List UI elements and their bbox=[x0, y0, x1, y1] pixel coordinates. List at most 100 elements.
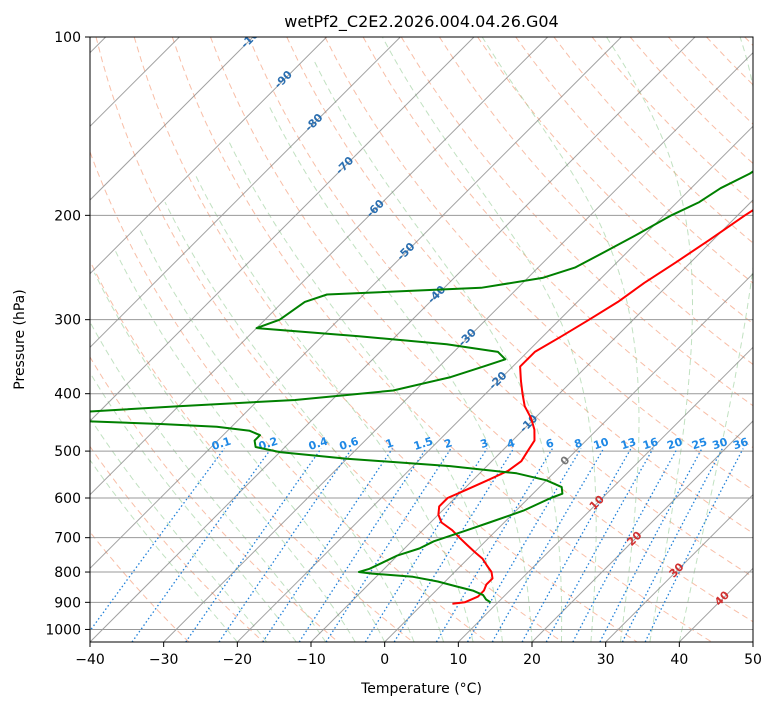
y-tick-label: 200 bbox=[54, 208, 81, 224]
x-tick-label: 10 bbox=[449, 652, 467, 668]
moist-adiabat-line bbox=[314, 61, 563, 642]
sounding-series bbox=[90, 170, 753, 605]
chart-title: wetPf2_C2E2.2026.004.04.26.G04 bbox=[284, 12, 558, 32]
moist-adiabat-line bbox=[90, 459, 238, 642]
moist-adiabat-line bbox=[267, 104, 533, 642]
isotherm-line bbox=[90, 37, 401, 349]
mixing-ratio-label: 16 bbox=[641, 435, 660, 452]
mixing-ratio-label: 0.6 bbox=[338, 434, 361, 452]
mixing-ratio-lines bbox=[90, 448, 744, 642]
mixing-ratio-label: 36 bbox=[731, 435, 750, 452]
moist-adiabat-line bbox=[138, 227, 415, 642]
y-tick-label: 600 bbox=[54, 491, 81, 507]
mixing-ratio-label: 13 bbox=[619, 435, 638, 452]
mixing-ratio-label: 4 bbox=[505, 436, 517, 451]
mixing-ratio-line bbox=[466, 448, 582, 642]
moist-adiabat-line bbox=[481, 37, 640, 642]
dry-adiabat-line bbox=[706, 37, 753, 86]
x-tick-label: −30 bbox=[149, 652, 179, 668]
mixing-ratio-label: 3 bbox=[479, 436, 490, 451]
y-tick-label: 1000 bbox=[45, 622, 81, 638]
x-tick-label: 50 bbox=[744, 652, 762, 668]
x-tick-label: 30 bbox=[597, 652, 615, 668]
dry-adiabat-line bbox=[90, 259, 414, 642]
mixing-ratio-line bbox=[644, 448, 744, 642]
isotherm-line bbox=[163, 51, 753, 642]
moist-adiabat-line bbox=[381, 37, 597, 642]
pressure-gridlines bbox=[90, 37, 753, 630]
y-tick-label: 500 bbox=[54, 444, 81, 460]
mixing-ratio-label: 1.5 bbox=[412, 435, 435, 453]
dry-adiabat-line bbox=[95, 37, 563, 642]
temperature-line bbox=[437, 208, 753, 605]
mixing-ratio-line bbox=[185, 448, 322, 642]
moist-adiabat-line bbox=[115, 251, 386, 642]
mixing-ratio-label: 20 bbox=[665, 435, 684, 452]
dry-adiabat-line bbox=[591, 37, 753, 204]
mixing-ratio-line bbox=[131, 448, 272, 642]
y-tick-label: 700 bbox=[54, 531, 81, 547]
x-axis: −40 −30 −20 −10 0 10 20 30 40 50 bbox=[75, 642, 762, 668]
mixing-ratio-label: 6 bbox=[544, 436, 556, 451]
isotherm-line bbox=[310, 199, 753, 642]
mixing-ratio-label: 2 bbox=[443, 436, 454, 451]
y-tick-label: 400 bbox=[54, 387, 81, 403]
y-axis: 100 200 300 400 500 600 700 800 900 1000 bbox=[45, 30, 90, 638]
dewpoint-line bbox=[90, 170, 753, 604]
mixing-ratio-labels: 0.1 0.2 0.4 0.6 1 1.5 2 3 4 6 8 10 13 16 20 25 30 36 bbox=[210, 434, 750, 452]
x-tick-label: −20 bbox=[223, 652, 253, 668]
dry-adiabat-line bbox=[90, 356, 339, 642]
mixing-ratio-line bbox=[491, 448, 605, 642]
isotherm-line bbox=[457, 346, 753, 642]
isotherm-line bbox=[384, 272, 753, 642]
dry-adiabat-line bbox=[553, 37, 753, 244]
mixing-ratio-label: 0.1 bbox=[210, 435, 233, 453]
mixing-ratio-label: 0.4 bbox=[307, 434, 330, 452]
mixing-ratio-line bbox=[298, 448, 427, 642]
dry-adiabat-line bbox=[324, 37, 753, 491]
mixing-ratio-label: 30 bbox=[711, 435, 730, 452]
mixing-ratio-line bbox=[218, 448, 353, 642]
x-tick-label: −40 bbox=[75, 652, 105, 668]
y-tick-label: 300 bbox=[54, 313, 81, 329]
mixing-ratio-line bbox=[325, 448, 452, 642]
isotherm-line bbox=[90, 37, 254, 201]
isotherm-line bbox=[531, 420, 753, 642]
dry-adiabat-line bbox=[90, 531, 190, 642]
dry-adiabat-line bbox=[438, 37, 753, 366]
dry-adiabat-line bbox=[744, 37, 753, 47]
moist-adiabat-line bbox=[93, 272, 356, 642]
y-tick-label: 800 bbox=[54, 565, 81, 581]
isotherm-line bbox=[90, 37, 622, 570]
x-tick-label: 0 bbox=[380, 652, 389, 668]
dry-adiabat-line bbox=[133, 37, 638, 642]
plot-area: -100-90-80-70-60-50-40-30-20-10010203040… bbox=[90, 37, 753, 642]
moist-adiabat-line bbox=[90, 321, 327, 642]
dry-adiabat-line bbox=[210, 37, 753, 623]
y-axis-label: Pressure (hPa) bbox=[12, 289, 28, 389]
dry-adiabat-line bbox=[248, 37, 753, 578]
mixing-ratio-line bbox=[572, 448, 678, 642]
x-tick-label: 20 bbox=[523, 652, 541, 668]
moist-adiabat-line bbox=[164, 201, 445, 642]
dry-adiabat-line bbox=[90, 150, 488, 642]
mixing-ratio-line bbox=[621, 448, 723, 642]
mixing-ratio-label: 8 bbox=[573, 436, 584, 451]
isotherm-label: 10 bbox=[587, 493, 607, 513]
x-tick-label: 40 bbox=[670, 652, 688, 668]
mixing-ratio-line bbox=[90, 448, 225, 632]
mixing-ratio-line bbox=[262, 448, 394, 642]
isotherm-line bbox=[605, 493, 753, 642]
isotherm-line bbox=[90, 37, 549, 496]
isotherm-line bbox=[90, 37, 328, 275]
mixing-ratio-label: 1 bbox=[384, 436, 395, 451]
y-tick-label: 100 bbox=[54, 30, 81, 46]
dry-adiabat-line bbox=[477, 37, 753, 325]
dry-adiabat-line bbox=[668, 37, 753, 125]
mixing-ratio-label: 25 bbox=[690, 435, 709, 452]
moist-adiabat-line bbox=[90, 417, 268, 642]
dry-adiabat-line bbox=[90, 445, 264, 642]
y-tick-label: 900 bbox=[54, 595, 81, 611]
